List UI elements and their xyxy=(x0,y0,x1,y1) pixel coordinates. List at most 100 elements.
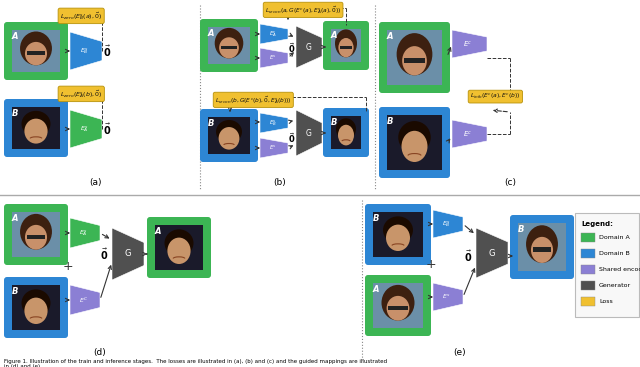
Text: $L_{zero}(E^s_A(b),\vec{0})$: $L_{zero}(E^s_A(b),\vec{0})$ xyxy=(60,88,102,100)
Text: $\vec{\mathbf{0}}$: $\vec{\mathbf{0}}$ xyxy=(464,248,472,264)
Text: Legend:: Legend: xyxy=(581,221,613,227)
Text: $E^s_B$: $E^s_B$ xyxy=(442,219,451,229)
Text: $E^s$: $E^s$ xyxy=(269,144,276,152)
Text: Domain A: Domain A xyxy=(599,235,630,240)
Ellipse shape xyxy=(24,298,47,324)
Ellipse shape xyxy=(24,119,47,143)
Polygon shape xyxy=(260,138,288,158)
Ellipse shape xyxy=(401,131,428,162)
Text: B: B xyxy=(387,117,394,126)
FancyBboxPatch shape xyxy=(4,99,68,157)
Bar xyxy=(373,283,423,328)
Bar xyxy=(581,297,595,306)
Text: G: G xyxy=(306,128,312,138)
Bar xyxy=(387,30,442,85)
Bar xyxy=(208,117,250,154)
Bar xyxy=(12,285,60,330)
Bar xyxy=(373,283,423,328)
Bar xyxy=(12,107,60,149)
FancyBboxPatch shape xyxy=(365,275,431,336)
Bar xyxy=(155,225,203,270)
Text: A: A xyxy=(387,32,394,41)
Text: $E^c$: $E^c$ xyxy=(463,39,472,49)
Ellipse shape xyxy=(25,225,47,250)
Polygon shape xyxy=(70,285,100,315)
Text: $E^c$: $E^c$ xyxy=(463,129,472,139)
FancyBboxPatch shape xyxy=(147,217,211,278)
Polygon shape xyxy=(296,110,322,156)
Bar xyxy=(27,51,45,55)
Ellipse shape xyxy=(338,125,354,145)
Text: Shared encoder: Shared encoder xyxy=(599,267,640,272)
Bar xyxy=(12,212,60,257)
Ellipse shape xyxy=(387,296,410,321)
Text: $\vec{\mathbf{0}}$: $\vec{\mathbf{0}}$ xyxy=(100,246,108,262)
Text: $\vec{\mathbf{0}}$: $\vec{\mathbf{0}}$ xyxy=(288,131,296,145)
Ellipse shape xyxy=(164,229,193,257)
Bar xyxy=(373,212,423,257)
Bar xyxy=(532,247,551,252)
Polygon shape xyxy=(296,26,322,68)
Text: B: B xyxy=(331,118,337,127)
Bar xyxy=(12,30,60,72)
Bar xyxy=(12,107,60,149)
Polygon shape xyxy=(452,120,487,148)
Polygon shape xyxy=(452,30,487,58)
FancyBboxPatch shape xyxy=(323,21,369,70)
Text: $E^s_B$: $E^s_B$ xyxy=(80,46,89,56)
Ellipse shape xyxy=(20,32,52,65)
Text: (b): (b) xyxy=(274,178,286,188)
Polygon shape xyxy=(433,210,463,238)
Polygon shape xyxy=(70,218,100,248)
Bar xyxy=(331,29,361,62)
Bar xyxy=(581,265,595,274)
FancyBboxPatch shape xyxy=(379,107,450,178)
Ellipse shape xyxy=(336,118,356,140)
Text: $L_{zero}(E^s_B(a),\vec{0})$: $L_{zero}(E^s_B(a),\vec{0})$ xyxy=(60,10,102,22)
FancyBboxPatch shape xyxy=(575,213,639,317)
FancyBboxPatch shape xyxy=(365,204,431,265)
Text: in (d) and (e).: in (d) and (e). xyxy=(4,364,42,367)
FancyBboxPatch shape xyxy=(4,277,68,338)
Bar xyxy=(387,115,442,170)
Polygon shape xyxy=(112,228,144,280)
Bar xyxy=(387,115,442,170)
Bar xyxy=(155,225,203,270)
Polygon shape xyxy=(260,113,288,133)
Polygon shape xyxy=(433,283,463,311)
Text: $L_{recon}(a,G(E^c(a),E^s_A(a),\vec{0}))$: $L_{recon}(a,G(E^c(a),E^s_A(a),\vec{0}))… xyxy=(265,4,341,16)
Text: $E^s$: $E^s$ xyxy=(442,293,451,301)
Polygon shape xyxy=(260,48,288,68)
Bar xyxy=(27,235,45,239)
Bar xyxy=(208,27,250,64)
Text: B: B xyxy=(518,225,524,234)
Text: B: B xyxy=(208,119,214,128)
Ellipse shape xyxy=(531,237,553,263)
Text: A: A xyxy=(12,32,19,41)
Bar xyxy=(340,46,353,49)
Text: $\vec{\mathbf{0}}$: $\vec{\mathbf{0}}$ xyxy=(103,43,111,59)
Ellipse shape xyxy=(398,121,431,153)
Bar xyxy=(581,249,595,258)
Bar xyxy=(331,29,361,62)
Text: $\vec{\mathbf{0}}$: $\vec{\mathbf{0}}$ xyxy=(103,121,111,137)
Text: A: A xyxy=(12,214,19,223)
Text: Domain B: Domain B xyxy=(599,251,630,256)
FancyBboxPatch shape xyxy=(379,22,450,93)
Text: A: A xyxy=(155,227,161,236)
Text: (c): (c) xyxy=(504,178,516,188)
Polygon shape xyxy=(260,24,288,44)
Bar xyxy=(12,285,60,330)
Bar xyxy=(388,305,408,310)
Ellipse shape xyxy=(381,285,415,321)
Text: $E^C$: $E^C$ xyxy=(79,295,88,305)
Ellipse shape xyxy=(339,38,354,57)
Text: (a): (a) xyxy=(89,178,101,188)
Ellipse shape xyxy=(22,111,51,137)
Text: (d): (d) xyxy=(93,348,106,356)
FancyBboxPatch shape xyxy=(323,108,369,157)
Text: Figure 1. Illustration of the train and inference stages.  The losses are illust: Figure 1. Illustration of the train and … xyxy=(4,359,387,364)
Text: $E^s_A$: $E^s_A$ xyxy=(80,124,89,134)
Ellipse shape xyxy=(219,127,239,150)
Text: A: A xyxy=(331,31,337,40)
